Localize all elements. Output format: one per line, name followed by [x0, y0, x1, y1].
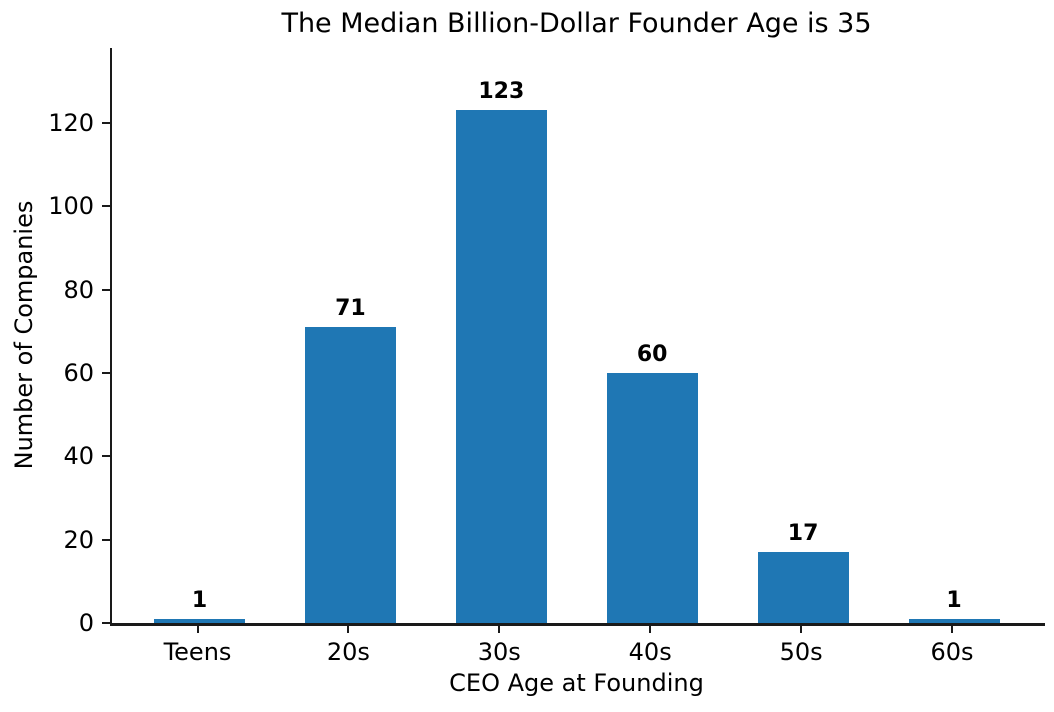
y-tick-mark: [102, 205, 110, 208]
x-tick-mark: [498, 626, 501, 633]
x-tick-mark: [347, 626, 350, 633]
bar: [908, 619, 1000, 623]
bar: [304, 327, 396, 623]
x-tick-label: 40s: [628, 638, 672, 666]
y-tick-label: 40: [63, 442, 94, 471]
y-tick-mark: [102, 372, 110, 374]
bar-value-label: 1: [946, 588, 962, 613]
y-tick-mark: [102, 622, 110, 624]
y-tick-label: 20: [63, 525, 94, 554]
x-tick-mark: [800, 626, 803, 633]
y-tick-label: 0: [78, 609, 94, 637]
x-tick-label: 20s: [326, 638, 370, 666]
y-tick-mark: [102, 288, 110, 291]
bar-value-label: 17: [787, 521, 819, 546]
x-tick-mark: [951, 626, 953, 633]
bar: [154, 619, 245, 623]
chart-title: The Median Billion-Dollar Founder Age is…: [281, 8, 872, 39]
y-tick-label: 100: [48, 192, 94, 221]
bar: [757, 552, 849, 623]
bar-value-label: 1: [191, 588, 208, 613]
bar-value-label: 71: [335, 296, 366, 321]
bar-value-label: 60: [636, 342, 668, 367]
plot-area: 1 71 123 60 17 1: [110, 48, 1045, 626]
y-tick-mark: [102, 538, 110, 541]
y-tick-mark: [102, 455, 110, 458]
bar: [606, 373, 698, 623]
x-tick-mark: [196, 626, 199, 633]
y-tick-mark: [102, 122, 110, 124]
y-tick-label: 60: [63, 359, 94, 387]
x-axis-label: CEO Age at Founding: [449, 669, 704, 697]
y-tick-label: 80: [63, 275, 94, 304]
bar: [455, 110, 547, 623]
x-tick-label: 60s: [930, 638, 974, 666]
bar-value-label: 123: [478, 79, 525, 104]
x-tick-label: 50s: [779, 638, 823, 666]
y-tick-label: 120: [48, 109, 94, 137]
x-tick-label: 30s: [477, 638, 521, 666]
x-tick-mark: [649, 626, 652, 633]
x-tick-label: Teens: [163, 638, 232, 666]
